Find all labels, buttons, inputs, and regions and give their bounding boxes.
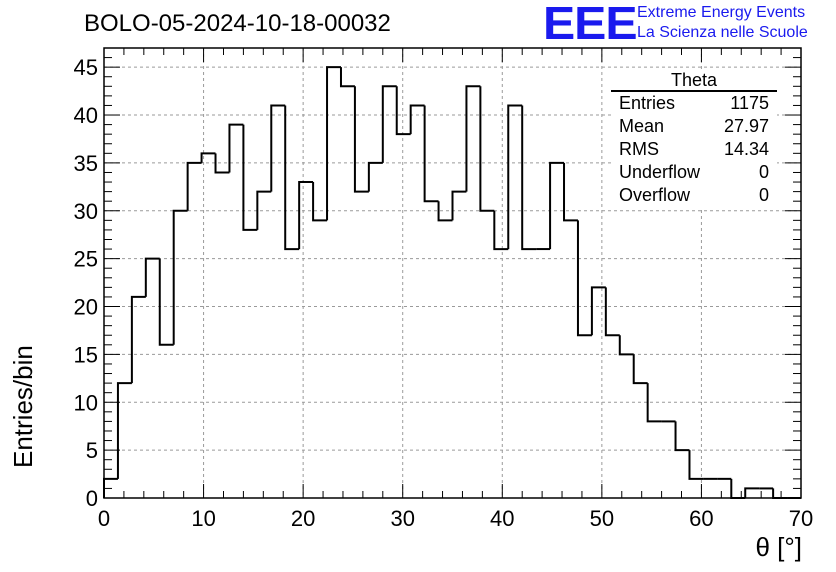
histogram-bin [618,335,634,356]
stats-label: Underflow [619,162,701,182]
stats-box: Theta Entries 1175 Mean 27.97 RMS 14.34 … [611,70,777,207]
histogram-bin [479,86,495,212]
histogram-bin [326,66,341,221]
histogram-bin [521,105,537,251]
histogram-bin [563,162,578,222]
histogram-bin [381,85,397,163]
y-tick-label: 30 [74,199,98,224]
x-tick-label: 20 [291,506,315,531]
histogram-bin [730,478,746,499]
x-tick-label: 40 [490,506,514,531]
histogram-bin [270,104,286,192]
y-axis-label: Entries/bin [8,345,38,468]
histogram-bin [576,220,592,337]
histogram-bin [353,86,369,193]
plot-frame [103,47,802,499]
histogram-bin [214,153,230,174]
x-tick-label: 50 [590,506,614,531]
histogram-bin [144,257,160,297]
stats-row-mean: Mean 27.97 [611,115,777,138]
stats-row-overflow: Overflow 0 [611,184,777,207]
y-tick-label: 45 [74,55,98,80]
stats-label: Overflow [619,185,691,205]
histogram-bin [312,182,328,222]
histogram-bin [465,85,481,192]
chart-title: BOLO-05-2024-10-18-00032 [84,10,391,37]
histogram-bin [186,161,202,211]
stats-label: Mean [619,116,665,136]
stats-row-entries: Entries 1175 [611,92,777,115]
eee-logo: EEE [543,0,638,49]
histogram-bin [437,201,453,222]
y-tick-label: 35 [74,151,98,176]
stats-value: 1175 [730,93,769,113]
histogram-bin [646,383,662,423]
stats-row-underflow: Underflow 0 [611,161,777,184]
histogram-bin [395,86,411,136]
x-tick-label: 30 [390,506,414,531]
histogram-bin [549,161,565,250]
histogram-bin [158,258,174,346]
y-tick-label: 10 [74,390,98,415]
histogram-bin [688,450,704,480]
histogram-bin [772,488,788,499]
stats-value: 14.34 [723,139,769,159]
histogram-bin [744,487,760,498]
x-tick-label: 60 [689,506,713,531]
logo-line-2: La Scienza nelle Scuole [637,24,808,41]
x-tick-label: 70 [789,506,813,531]
stats-value: 27.97 [723,116,769,136]
stats-title: Theta [611,70,777,92]
histogram-bin [604,287,620,337]
y-tick-label: 15 [74,342,98,367]
histogram-bin [116,382,132,479]
histogram-bin [228,123,244,173]
y-tick-label: 25 [74,247,98,272]
histogram-bin [242,124,258,231]
stats-value: 0 [758,185,769,205]
histogram-bin [493,210,509,251]
stats-label: Entries [619,93,676,113]
x-tick-label: 10 [191,506,215,531]
histogram-bin [284,105,300,251]
histogram-bin [409,104,425,135]
histogram-bin [130,295,146,384]
histogram-bin [674,421,690,452]
histogram-bin [200,152,216,163]
stats-label: RMS [619,139,659,159]
histogram-bin [451,190,467,221]
stats-value: 0 [758,162,769,182]
histogram-bin [590,286,606,336]
histogram-bin [339,67,355,88]
x-tick-label: 0 [98,506,110,531]
stats-row-rms: RMS 14.34 [611,138,777,161]
y-tick-label: 40 [74,103,98,128]
histogram-bin [298,181,314,250]
y-tick-label: 0 [86,486,98,511]
histogram-bin [367,161,383,192]
y-tick-label: 5 [86,438,98,463]
histogram-bin [507,104,523,250]
histogram-bin [632,354,648,385]
y-tick-label: 20 [74,295,98,320]
x-axis-label: θ [°] [755,532,802,562]
histogram-bin [256,190,272,230]
histogram-bin [172,209,188,345]
histogram-bin [423,105,439,203]
logo-line-1: Extreme Energy Events [637,4,806,21]
